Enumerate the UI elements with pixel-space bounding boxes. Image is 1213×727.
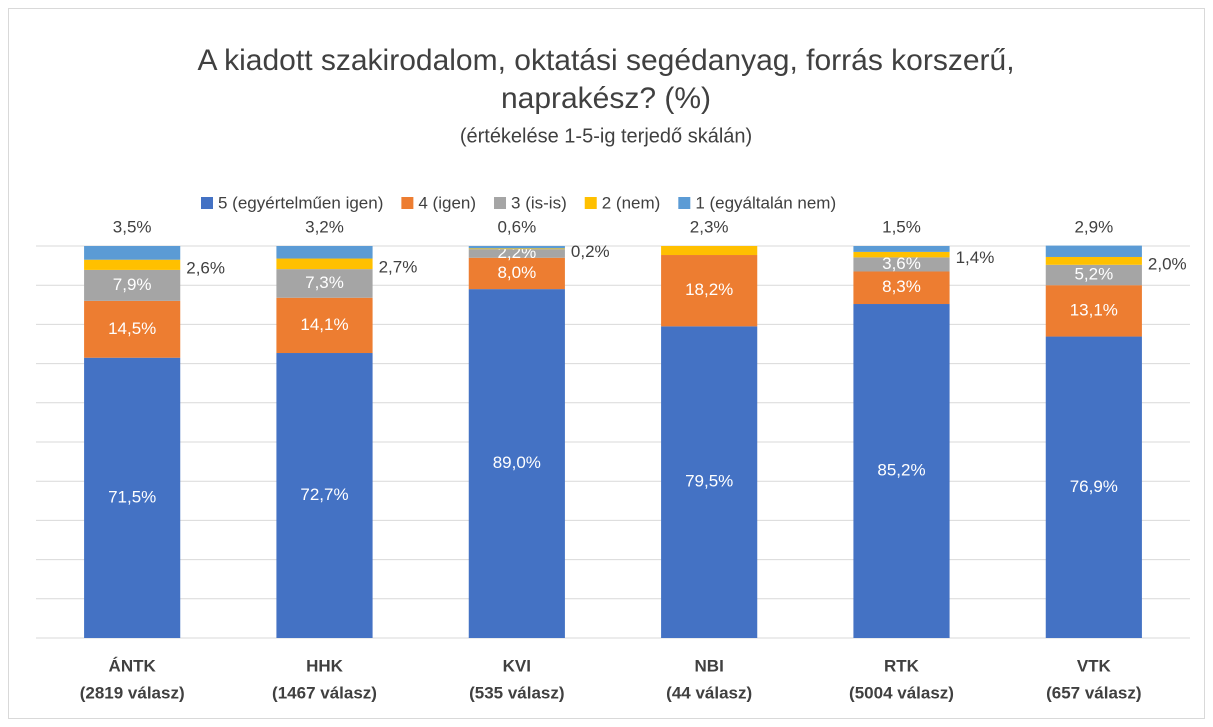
data-label: 71,5% bbox=[108, 487, 156, 506]
legend-label: 4 (igen) bbox=[418, 193, 476, 212]
bar-segment bbox=[276, 246, 373, 259]
bar-segment bbox=[468, 248, 565, 250]
data-label: 0,2% bbox=[571, 242, 610, 261]
bar-segment bbox=[661, 326, 758, 638]
x-tick-label: ÁNTK bbox=[109, 656, 157, 675]
bar-segment bbox=[468, 246, 565, 249]
data-label: 89,0% bbox=[493, 453, 541, 472]
legend-swatch bbox=[494, 197, 507, 209]
legend-swatch bbox=[401, 197, 414, 209]
legend-swatch bbox=[201, 197, 213, 209]
data-label: 3,2% bbox=[305, 217, 344, 236]
data-label: 2,0% bbox=[1148, 254, 1187, 273]
bar-segment bbox=[84, 259, 181, 270]
bar-segment bbox=[1045, 336, 1142, 638]
bar-segment bbox=[468, 249, 565, 258]
bar-segment bbox=[84, 300, 181, 358]
data-label: 2,6% bbox=[186, 258, 225, 277]
data-label: 1,4% bbox=[956, 248, 995, 267]
bar-segment bbox=[1045, 245, 1142, 257]
bar-segment bbox=[661, 255, 758, 327]
bar-segment bbox=[1045, 256, 1142, 265]
legend-label: 5 (egyértelműen igen) bbox=[218, 193, 383, 212]
bar-segment bbox=[853, 271, 950, 305]
bar-segment bbox=[84, 269, 181, 301]
bar-segment bbox=[853, 246, 950, 252]
x-tick-label: (535 válasz) bbox=[469, 683, 564, 702]
bar-segment bbox=[84, 246, 181, 260]
data-label: 18,2% bbox=[685, 280, 733, 299]
x-tick-label: (2819 válasz) bbox=[80, 683, 185, 702]
data-label: 3,6% bbox=[882, 254, 921, 273]
x-tick-label: RTK bbox=[884, 656, 920, 675]
bar-segment bbox=[276, 269, 373, 298]
data-label: 2,9% bbox=[1074, 217, 1113, 236]
bar-segment bbox=[853, 304, 950, 638]
data-label: 14,1% bbox=[300, 315, 348, 334]
data-label: 7,9% bbox=[113, 275, 152, 294]
chart-title: A kiadott szakirodalom, oktatási segédan… bbox=[197, 44, 1014, 77]
x-tick-label: (1467 válasz) bbox=[272, 683, 377, 702]
x-tick-label: (5004 válasz) bbox=[849, 683, 954, 702]
bar-segment bbox=[276, 353, 373, 638]
legend-label: 1 (egyáltalán nem) bbox=[695, 193, 836, 212]
bar-segment bbox=[276, 297, 373, 354]
x-tick-label: HHK bbox=[306, 656, 344, 675]
data-label: 8,3% bbox=[882, 277, 921, 296]
data-label: 76,9% bbox=[1070, 477, 1118, 496]
bar-segment bbox=[661, 246, 758, 256]
data-label: 72,7% bbox=[300, 485, 348, 504]
bar-segment bbox=[853, 251, 950, 258]
chart-subtitle: (értékelése 1-5-ig terjedő skálán) bbox=[460, 125, 752, 147]
x-tick-label: NBI bbox=[695, 656, 724, 675]
data-label: 7,3% bbox=[305, 273, 344, 292]
data-label: 2,7% bbox=[379, 257, 418, 276]
bar-segment bbox=[468, 257, 565, 290]
x-tick-label: (44 válasz) bbox=[666, 683, 752, 702]
bar-segment bbox=[1045, 264, 1142, 286]
bar-segment bbox=[84, 357, 181, 638]
bar-segment bbox=[1045, 285, 1142, 337]
legend-swatch bbox=[584, 197, 597, 209]
x-tick-label: (657 válasz) bbox=[1046, 683, 1141, 702]
data-label: 2,2% bbox=[497, 243, 536, 262]
data-label: 14,5% bbox=[108, 319, 156, 338]
data-label: 1,5% bbox=[882, 217, 921, 236]
data-label: 3,5% bbox=[113, 217, 152, 236]
data-label: 0,6% bbox=[497, 217, 536, 236]
chart-title: naprakész? (%) bbox=[501, 82, 711, 115]
legend-swatch bbox=[678, 197, 691, 209]
data-label: 5,2% bbox=[1074, 264, 1113, 283]
legend-label: 2 (nem) bbox=[602, 193, 661, 212]
data-label: 85,2% bbox=[877, 460, 925, 479]
data-label: 8,0% bbox=[497, 263, 536, 282]
data-label: 13,1% bbox=[1070, 300, 1118, 319]
x-tick-label: VTK bbox=[1077, 656, 1112, 675]
x-tick-label: KVI bbox=[503, 656, 531, 675]
data-label: 79,5% bbox=[685, 472, 733, 491]
bar-segment bbox=[853, 257, 950, 272]
bar-segment bbox=[468, 289, 565, 638]
bar-segment bbox=[276, 258, 373, 270]
legend-label: 3 (is-is) bbox=[511, 193, 567, 212]
data-label: 2,3% bbox=[690, 217, 729, 236]
